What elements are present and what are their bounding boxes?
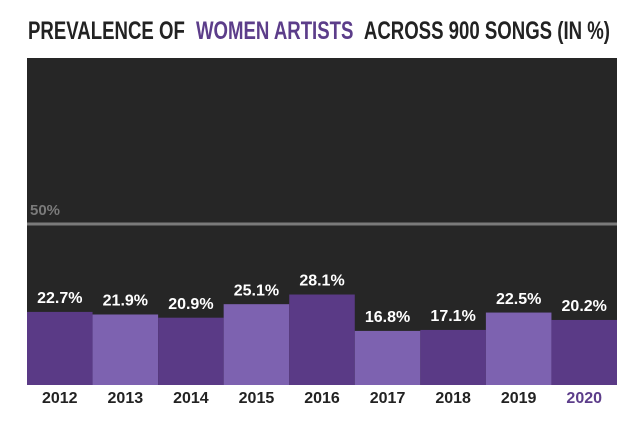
bar [420, 329, 486, 385]
bar [485, 312, 552, 385]
value-label: 22.7% [37, 290, 82, 307]
value-label: 28.1% [299, 273, 344, 290]
x-tick-label: 2014 [173, 390, 209, 407]
bar [223, 304, 290, 385]
x-tick-label: 2019 [501, 390, 537, 407]
x-tick-label: 2017 [370, 390, 406, 407]
chart-title: PREVALENCE OF WOMEN ARTISTS ACROSS 900 S… [28, 17, 610, 45]
value-label: 17.1% [430, 308, 475, 325]
value-label: 20.9% [168, 296, 213, 313]
x-tick-label: 2015 [239, 390, 275, 407]
x-tick-label: 2012 [42, 390, 78, 407]
value-label: 16.8% [365, 309, 410, 326]
title-part: PREVALENCE OF [28, 17, 185, 45]
bar [354, 330, 421, 385]
bar [92, 314, 159, 385]
x-tick-label: 2018 [435, 390, 471, 407]
x-tick-label: 2016 [304, 390, 340, 407]
value-label: 22.5% [496, 291, 541, 308]
bar [27, 311, 93, 385]
bar [158, 317, 224, 385]
bar [289, 294, 355, 385]
x-tick-label: 2020 [566, 390, 602, 407]
value-label: 21.9% [103, 293, 148, 310]
value-label: 25.1% [234, 282, 279, 299]
title-part: ACROSS 900 SONGS (IN %) [364, 17, 610, 45]
x-tick-label: 2013 [108, 390, 144, 407]
value-label: 20.2% [562, 298, 607, 315]
title-highlight: WOMEN ARTISTS [196, 17, 353, 45]
bar [551, 319, 617, 385]
reference-label: 50% [30, 202, 60, 219]
